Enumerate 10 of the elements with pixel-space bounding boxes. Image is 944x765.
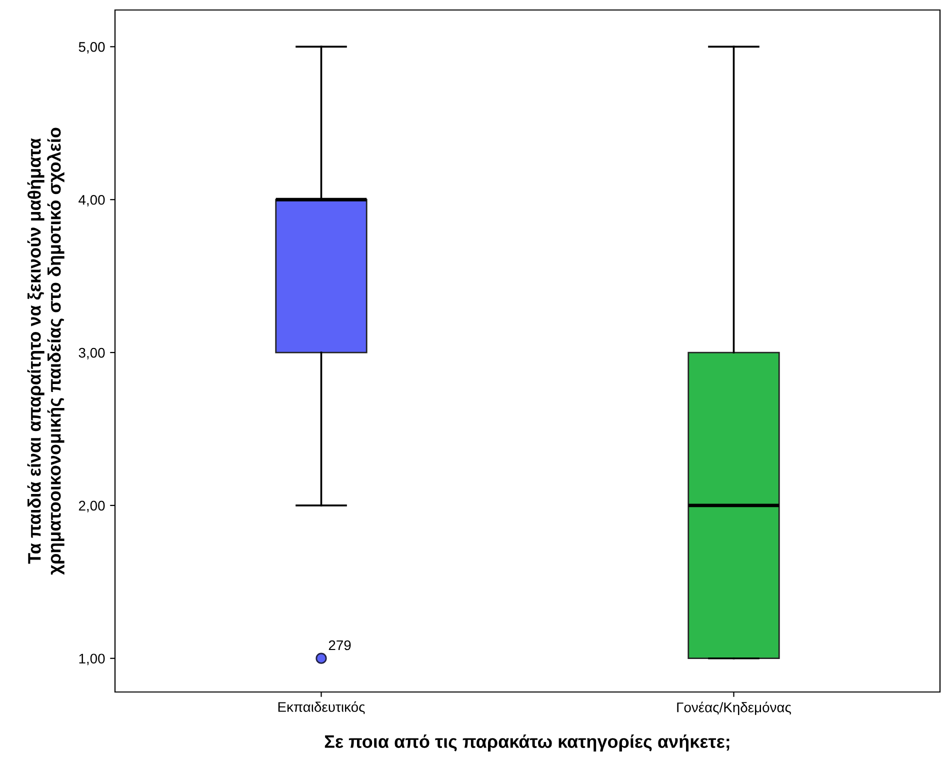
x-tick-label: Γονέας/Κηδεμόνας <box>677 702 792 716</box>
x-axis-title: Σε ποια από τις παρακάτω κατηγορίες ανήκετε; <box>324 734 730 752</box>
y-axis-title: Τα παιδιά είναι απαραίτητο να ξεκινούν μαθήματα χρηματοοικονομικής παιδείας στο δημοτικό σχολείο <box>27 128 64 575</box>
y-tick-label: 2,00 <box>78 500 105 512</box>
y-tick-label: 5,00 <box>78 42 105 54</box>
y-tick-label: 4,00 <box>78 194 105 206</box>
annotation: 279 <box>328 640 351 650</box>
x-tick-label: Εκπαιδευτικός <box>278 701 365 714</box>
y-tick-label: 3,00 <box>78 348 105 360</box>
y-tick-label: 1,00 <box>79 654 105 666</box>
